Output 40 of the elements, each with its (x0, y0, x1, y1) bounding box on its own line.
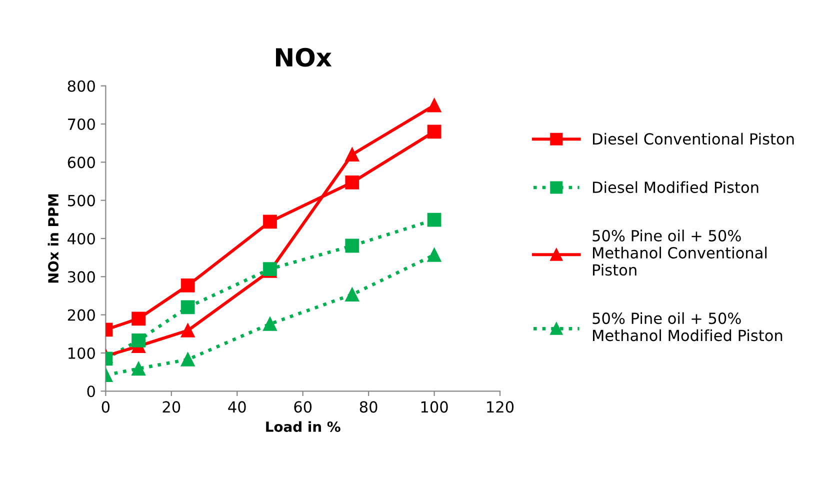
point (180, 278, 195, 292)
point (345, 288, 360, 302)
legend-label: 50% Pine oil + 50% Methanol Conventional Piston (592, 230, 767, 276)
y-tick-label: 0 (87, 386, 95, 398)
legend-label: Diesel Conventional Piston (593, 132, 794, 145)
y-tick-label: 200 (68, 309, 95, 321)
x-tick-label: 60 (294, 401, 312, 413)
x-axis-title: Load in % (266, 421, 340, 432)
x-tick-label: 120 (487, 401, 514, 413)
point (427, 98, 442, 112)
x-tick-label: 100 (421, 401, 448, 413)
point (263, 317, 277, 331)
y-tick-label: 700 (68, 118, 95, 130)
point (180, 352, 195, 366)
y-tick-label: 400 (68, 232, 95, 245)
point (263, 214, 277, 229)
point (132, 362, 146, 376)
point (132, 333, 146, 348)
point (132, 312, 146, 326)
y-tick-label: 300 (68, 271, 95, 283)
y-tick-label: 800 (68, 80, 95, 92)
point (345, 175, 360, 190)
x-tick-label: 40 (228, 401, 246, 413)
x-tick-label: 80 (360, 401, 378, 413)
y-axis-title: NOx in PPM (48, 194, 59, 283)
y-tick-label: 500 (68, 194, 95, 206)
legend-label: Diesel Modified Piston (593, 181, 758, 194)
y-tick-label: 600 (68, 156, 95, 168)
point (427, 124, 442, 139)
point (427, 212, 442, 227)
point (180, 300, 195, 314)
y-tick-label: 100 (68, 347, 95, 359)
x-tick-label: 20 (162, 401, 180, 413)
point (427, 248, 442, 262)
point (345, 148, 360, 162)
chart-title: NOx (276, 48, 332, 67)
legend-label: 50% Pine oil + 50% Methanol Modified Piston (592, 312, 782, 342)
x-tick-label: 0 (102, 401, 110, 413)
point (345, 238, 360, 253)
point (180, 324, 195, 338)
